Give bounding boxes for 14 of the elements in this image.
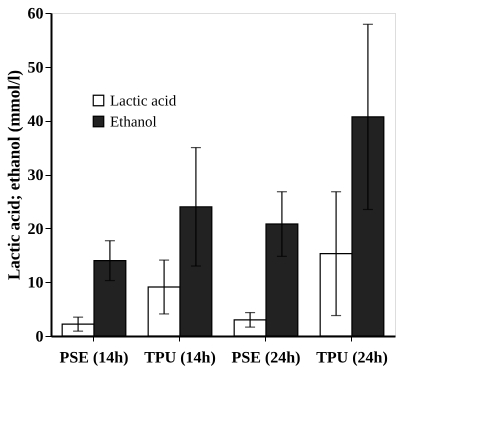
x-tick-label: TPU (24h) — [316, 350, 388, 366]
y-tick-label: 50 — [28, 59, 44, 76]
y-tick-label: 0 — [36, 328, 44, 346]
legend-label: Lactic acid — [110, 94, 177, 110]
legend-label: Ethanol — [110, 114, 157, 130]
y-axis-title: Lactic acid; ethanol (mmol/l) — [4, 70, 24, 280]
x-tick-label: TPU (14h) — [144, 350, 216, 366]
x-tick-label: PSE (14h) — [60, 350, 128, 366]
x-tick-label: PSE (24h) — [232, 350, 300, 366]
y-tick-label: 40 — [28, 113, 44, 130]
y-tick-label: 60 — [28, 6, 44, 22]
y-tick-label: 30 — [28, 167, 44, 184]
y-tick-label: 10 — [28, 274, 44, 292]
y-tick-label: 20 — [28, 220, 44, 238]
